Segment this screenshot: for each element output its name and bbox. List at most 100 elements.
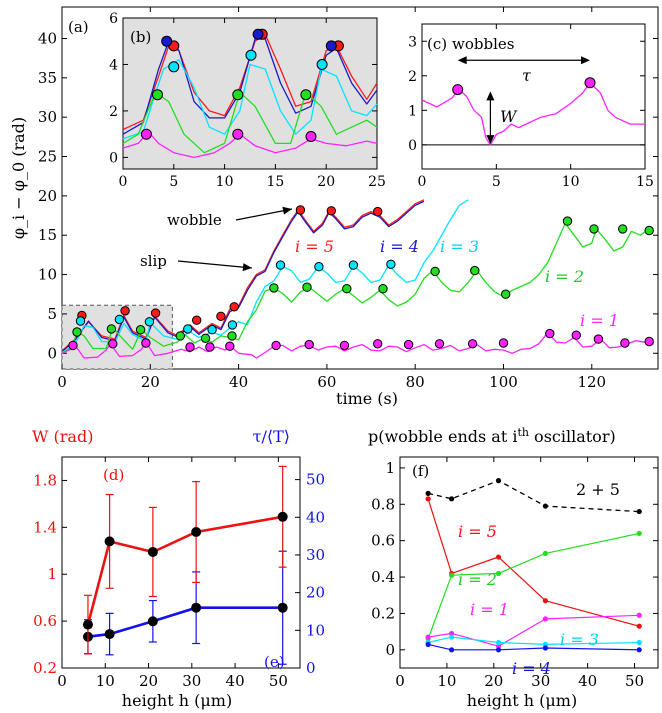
panel-b-xtick-label: 25 xyxy=(368,174,386,190)
panel-a-xtick-label: 60 xyxy=(317,373,336,391)
panel-f-xtick-label: 0 xyxy=(395,672,405,690)
series-i3-marker xyxy=(207,325,217,335)
f-series-25-marker xyxy=(495,478,502,484)
series-i1-marker xyxy=(498,338,509,348)
f-series-25-marker xyxy=(636,508,642,515)
series-i2-marker xyxy=(175,331,186,341)
panel-c-ytick-label: 3 xyxy=(408,34,417,50)
series-i3-marker xyxy=(144,317,155,327)
panel-b-ytick-label: 0 xyxy=(109,150,118,166)
w-series-marker xyxy=(191,527,202,538)
panel-f-xtick-label: 30 xyxy=(531,672,550,690)
panel-b-ytick-label: 2 xyxy=(109,104,118,120)
series-i2-marker xyxy=(106,324,117,334)
wobble-arrow xyxy=(235,208,293,221)
series-i3-marker xyxy=(275,260,286,270)
f-series-i4-marker xyxy=(495,647,502,653)
series-i3-marker xyxy=(348,260,359,270)
panel-a-ytick-label: 25 xyxy=(38,148,57,166)
series-i3-marker xyxy=(386,259,396,269)
panel-e-ytick-label: 0 xyxy=(306,659,316,677)
panel-e-ytick-label: 50 xyxy=(306,471,325,489)
series-i5-marker xyxy=(150,308,161,318)
series-i1-marker xyxy=(68,340,78,351)
panel-c-ytick-label: 2 xyxy=(408,69,417,85)
series-i1-line xyxy=(61,332,654,359)
series-i3-marker xyxy=(114,314,125,325)
f-series-i4-marker xyxy=(542,645,549,651)
f-series-i3-marker xyxy=(495,639,502,646)
panel-d-ylabel: W (rad) xyxy=(32,427,93,446)
inset-b-i1-marker xyxy=(232,128,244,140)
panel-d-xtick-label: 50 xyxy=(269,672,288,690)
panel-d-label: (d) xyxy=(103,466,124,484)
series-i3-marker xyxy=(183,324,193,334)
panel-b-label: (b) xyxy=(130,28,151,46)
panel-d-ytick-label: 0.6 xyxy=(33,612,57,630)
f-series-i2-marker xyxy=(449,572,455,578)
series-i2-marker xyxy=(200,333,211,343)
panel-c-tau: τ xyxy=(522,66,532,85)
panel-b-ytick-label: 6 xyxy=(109,11,118,27)
f-series-i4-marker xyxy=(636,647,642,653)
inset-c-line xyxy=(421,82,645,146)
panel-e-ytick-label: 30 xyxy=(306,546,325,564)
label-a-i2: i = 2 xyxy=(545,267,584,286)
w-series-marker xyxy=(82,619,93,630)
panel-a-xtick-label: 40 xyxy=(229,373,248,391)
f-series-i2-marker xyxy=(495,570,502,577)
panel-c-title: wobbles xyxy=(452,35,514,53)
panel-a-ytick-label: 40 xyxy=(38,29,57,47)
panel-f-xtick-label: 20 xyxy=(484,672,503,690)
f-series-i5-marker xyxy=(636,623,642,629)
panel-b-xtick-label: 10 xyxy=(216,174,234,190)
series-i1-marker xyxy=(467,339,478,349)
inset-b-i2-marker xyxy=(300,89,312,101)
panel-a-ytick-label: 5 xyxy=(47,305,57,323)
series-i1-marker xyxy=(545,328,555,339)
panel-d-xtick-label: 40 xyxy=(226,672,245,690)
series-i5-marker xyxy=(120,306,130,316)
panel-a-ytick-label: 20 xyxy=(38,187,57,205)
series-i3-line xyxy=(61,199,469,354)
panel-a-xtick-label: 100 xyxy=(489,373,518,391)
panel-e-ytick-label: 10 xyxy=(306,621,325,639)
label-f-i3: i = 3 xyxy=(560,630,599,649)
w-arrow-head-bottom xyxy=(486,135,495,145)
series-i1-marker xyxy=(620,338,630,348)
label-f-i4: i = 4 xyxy=(512,659,551,678)
f-series-i3-marker xyxy=(449,634,455,640)
series-i2-marker xyxy=(589,224,599,234)
inset-b-i3-marker xyxy=(245,49,257,61)
series-i2-marker xyxy=(618,224,628,234)
panel-d-ytick-label: 1 xyxy=(47,565,57,583)
f-series-25-marker xyxy=(542,503,549,509)
series-i1-marker xyxy=(225,341,235,351)
series-i1-marker xyxy=(571,330,581,340)
f-series-i1-marker xyxy=(449,630,455,637)
series-i5-marker xyxy=(216,311,226,321)
f-series-i1-marker xyxy=(495,643,502,649)
series-i1-marker xyxy=(108,339,118,349)
panel-a-xlabel: time (s) xyxy=(336,389,398,408)
series-i3-marker xyxy=(227,320,238,330)
panel-c-xtick-label: 15 xyxy=(636,174,654,190)
panel-d-xtick-label: 10 xyxy=(96,672,115,690)
f-series-i1-marker xyxy=(636,612,642,618)
f-series-i3-marker xyxy=(636,639,642,646)
series-i1-marker xyxy=(205,342,215,352)
series-i2-marker xyxy=(342,284,352,294)
panel-c-ytick-label: 0 xyxy=(408,138,417,154)
f-series-i2-marker xyxy=(636,530,642,536)
panel-a-xtick-label: 20 xyxy=(141,373,160,391)
panel-b-xtick-label: 15 xyxy=(266,174,284,190)
series-i1-marker xyxy=(339,340,350,351)
label-a-i5: i = 5 xyxy=(295,237,334,256)
inset-c-marker xyxy=(452,84,464,96)
series-i1-marker xyxy=(593,334,604,344)
panel-c-xtick-label: 0 xyxy=(418,174,427,190)
series-i2-line xyxy=(61,222,650,354)
panel-d-xtick-label: 0 xyxy=(57,672,67,690)
series-i5-marker xyxy=(326,206,336,216)
